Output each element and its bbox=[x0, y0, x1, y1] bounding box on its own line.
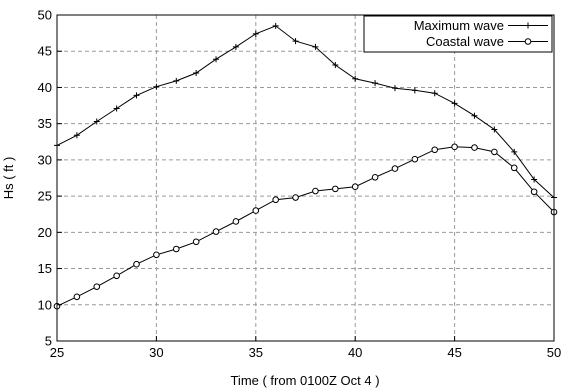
x-tick-label: 30 bbox=[149, 345, 163, 360]
data-point-maximum-wave bbox=[173, 77, 180, 84]
data-point-maximum-wave bbox=[193, 69, 200, 76]
series-layer bbox=[53, 22, 558, 310]
data-point-coastal-wave bbox=[431, 146, 439, 154]
data-point-coastal-wave bbox=[133, 260, 140, 268]
data-point-maximum-wave bbox=[332, 61, 339, 68]
series-maximum-wave bbox=[54, 22, 557, 201]
data-point-coastal-wave bbox=[471, 144, 478, 151]
x-tick-label: 40 bbox=[348, 345, 362, 360]
legend-swatches bbox=[508, 22, 548, 45]
data-point-maximum-wave bbox=[531, 176, 538, 183]
data-point-coastal-wave bbox=[153, 251, 160, 259]
x-axis-label: Time ( from 0100Z Oct 4 ) bbox=[230, 373, 379, 388]
data-point-maximum-wave bbox=[352, 75, 359, 82]
data-point-coastal-wave bbox=[212, 228, 220, 235]
y-tick-label: 30 bbox=[38, 152, 52, 167]
data-point-maximum-wave bbox=[272, 22, 279, 29]
tick-layer: 25 30 35 40 45 50 5 10 15 20 25 30 35 40 45 50 bbox=[38, 8, 562, 361]
y-tick-label: 45 bbox=[38, 44, 52, 59]
data-point-maximum-wave bbox=[372, 80, 379, 87]
data-point-maximum-wave bbox=[312, 43, 319, 50]
data-point-maximum-wave bbox=[73, 132, 80, 139]
data-point-maximum-wave bbox=[153, 83, 160, 90]
y-tick-label: 20 bbox=[38, 225, 52, 240]
data-point-coastal-wave bbox=[172, 245, 180, 253]
data-point-coastal-wave bbox=[232, 218, 240, 225]
data-point-maximum-wave bbox=[391, 85, 398, 92]
data-point-maximum-wave bbox=[93, 118, 100, 125]
data-point-coastal-wave bbox=[73, 293, 81, 301]
data-point-coastal-wave bbox=[272, 196, 279, 204]
data-point-coastal-wave bbox=[252, 207, 260, 214]
data-point-coastal-wave bbox=[351, 183, 359, 190]
x-tick-label: 50 bbox=[547, 345, 561, 360]
y-axis-label: Hs ( ft ) bbox=[1, 157, 16, 200]
data-point-maximum-wave bbox=[471, 112, 478, 119]
data-point-coastal-wave bbox=[312, 187, 319, 195]
data-point-coastal-wave bbox=[371, 173, 379, 181]
y-tick-label: 35 bbox=[38, 116, 52, 131]
x-tick-label: 45 bbox=[447, 345, 461, 360]
data-point-coastal-wave bbox=[451, 143, 458, 151]
x-tick-label: 35 bbox=[249, 345, 263, 360]
series-line-coastal-wave bbox=[56, 146, 555, 307]
data-point-coastal-wave bbox=[391, 165, 399, 172]
data-point-coastal-wave bbox=[411, 155, 419, 163]
series-line-maximum-wave bbox=[56, 25, 555, 198]
data-point-coastal-wave bbox=[332, 185, 339, 193]
data-point-maximum-wave bbox=[451, 100, 458, 107]
y-tick-label: 50 bbox=[38, 8, 52, 23]
series-coastal-wave bbox=[53, 143, 558, 310]
data-point-maximum-wave bbox=[213, 56, 220, 63]
data-point-maximum-wave bbox=[232, 43, 239, 50]
legend-marker-coastal-wave bbox=[524, 38, 532, 45]
y-tick-label: 40 bbox=[38, 80, 52, 95]
legend-label-maximum-wave: Maximum wave bbox=[414, 18, 504, 33]
legend-marker-maximum-wave bbox=[525, 22, 531, 29]
data-point-maximum-wave bbox=[411, 87, 418, 94]
data-point-maximum-wave bbox=[133, 92, 140, 99]
legend: Maximum wave Coastal wave bbox=[363, 15, 553, 53]
data-point-maximum-wave bbox=[491, 126, 498, 133]
data-point-maximum-wave bbox=[113, 105, 120, 112]
plot-frame bbox=[56, 14, 555, 342]
y-tick-label: 10 bbox=[38, 297, 52, 312]
x-tick-label: 25 bbox=[50, 345, 64, 360]
data-point-coastal-wave bbox=[491, 148, 498, 156]
legend-label-coastal-wave: Coastal wave bbox=[426, 34, 504, 49]
data-point-maximum-wave bbox=[252, 30, 259, 37]
data-point-coastal-wave bbox=[113, 272, 120, 280]
data-point-maximum-wave bbox=[511, 148, 518, 155]
data-point-coastal-wave bbox=[292, 194, 299, 201]
grid-lines bbox=[57, 15, 554, 341]
y-tick-label: 15 bbox=[38, 261, 52, 276]
data-point-coastal-wave bbox=[530, 188, 538, 196]
data-point-coastal-wave bbox=[510, 164, 518, 172]
data-point-maximum-wave bbox=[292, 38, 299, 45]
y-tick-label: 5 bbox=[45, 334, 52, 349]
data-point-coastal-wave bbox=[192, 238, 200, 246]
data-point-coastal-wave bbox=[93, 283, 101, 290]
y-tick-label: 25 bbox=[38, 189, 52, 204]
legend-box bbox=[363, 15, 553, 53]
data-point-maximum-wave bbox=[431, 90, 438, 97]
